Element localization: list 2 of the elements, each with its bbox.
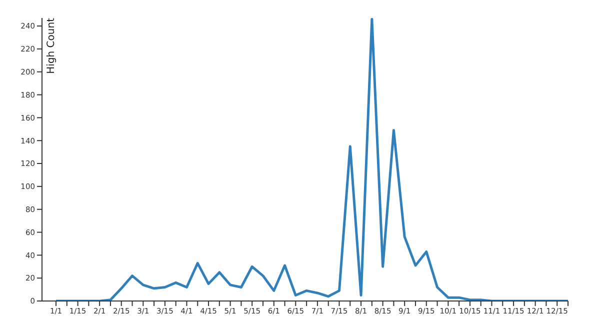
line-series [54,18,570,301]
y-axis-title: High Count [46,18,57,74]
